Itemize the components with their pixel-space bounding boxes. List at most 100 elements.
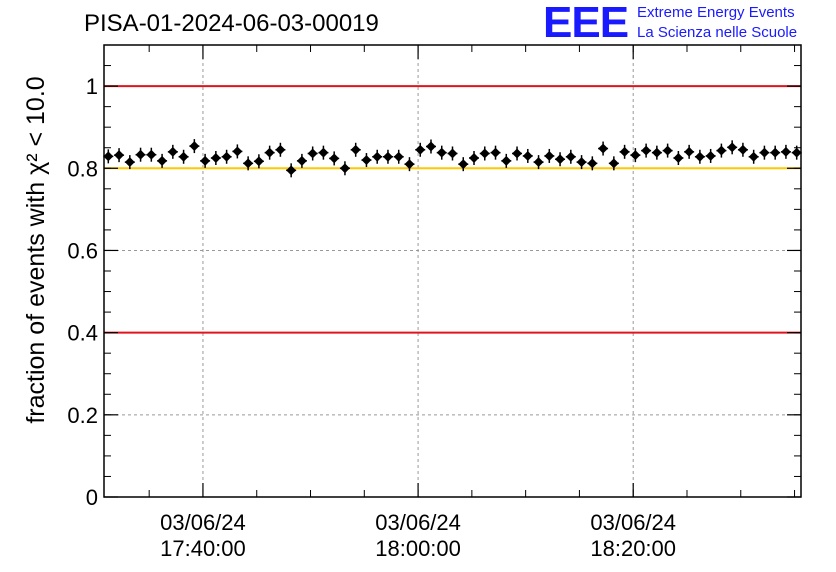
data-point <box>501 153 512 168</box>
point-marker <box>555 154 566 165</box>
point-marker <box>167 146 178 157</box>
point-marker <box>350 144 361 155</box>
point-marker <box>673 153 684 163</box>
data-point <box>350 142 361 157</box>
data-point <box>318 145 329 160</box>
data-point <box>598 141 609 156</box>
x-tick-time: 17:40:00 <box>160 536 246 561</box>
data-point <box>479 146 490 161</box>
point-marker <box>791 147 802 158</box>
point-marker <box>748 151 759 162</box>
x-tick-date: 03/06/24 <box>375 510 461 535</box>
data-point <box>748 149 759 164</box>
data-point <box>737 142 748 157</box>
data-point <box>264 145 275 160</box>
point-marker <box>727 142 738 153</box>
data-point <box>243 156 254 171</box>
point-marker <box>157 155 168 166</box>
data-point <box>512 146 523 161</box>
data-point <box>780 144 791 159</box>
data-point <box>329 151 340 166</box>
x-tick-time: 18:00:00 <box>375 536 461 561</box>
point-marker <box>232 146 243 157</box>
data-point <box>307 146 318 161</box>
data-point <box>565 149 576 164</box>
data-point <box>436 145 447 160</box>
data-point <box>200 153 211 168</box>
data-point <box>630 148 641 163</box>
point-marker <box>200 155 211 166</box>
point-marker <box>286 165 297 176</box>
x-tick-date: 03/06/24 <box>160 510 246 535</box>
point-marker <box>210 153 221 163</box>
y-tick-label: 0.8 <box>67 156 98 181</box>
data-point <box>382 149 393 164</box>
data-point <box>522 148 533 163</box>
point-marker <box>146 149 157 160</box>
data-point <box>393 149 404 164</box>
data-point <box>716 143 727 158</box>
data-point <box>114 148 125 163</box>
data-point <box>533 155 544 170</box>
data-point <box>361 153 372 168</box>
data-point <box>673 151 684 165</box>
point-marker <box>415 144 426 155</box>
point-marker <box>608 158 619 169</box>
data-point <box>469 151 480 165</box>
point-marker <box>178 151 189 162</box>
data-point <box>372 149 383 164</box>
point-marker <box>705 150 716 161</box>
y-tick-label: 0 <box>86 485 98 510</box>
data-point <box>576 155 587 170</box>
point-marker <box>662 145 673 156</box>
point-marker <box>275 144 286 155</box>
point-marker <box>426 141 436 152</box>
y-tick-label: 0.2 <box>67 403 98 428</box>
data-point <box>210 151 221 165</box>
y-tick-label: 0.4 <box>67 321 98 346</box>
point-marker <box>619 146 630 157</box>
y-axis-label: fraction of events with χ² < 10.0 <box>22 76 50 423</box>
logo-line-1: Extreme Energy Events <box>637 4 795 21</box>
point-marker <box>243 158 254 169</box>
data-point <box>587 156 598 171</box>
point-marker <box>296 155 307 166</box>
data-point <box>608 156 619 171</box>
data-point <box>555 152 566 167</box>
data-point <box>189 139 200 154</box>
tick-labels: 00.20.40.60.8103/06/2417:40:0003/06/2418… <box>67 74 676 561</box>
point-marker <box>469 153 479 163</box>
point-marker <box>361 155 372 166</box>
point-marker <box>447 148 458 159</box>
chart-title: PISA-01-2024-06-03-00019 <box>84 10 379 37</box>
point-marker <box>694 151 705 162</box>
point-marker <box>780 146 791 157</box>
data-point <box>103 149 114 164</box>
data-point <box>641 143 652 158</box>
y-tick-label: 1 <box>86 74 98 99</box>
data-points <box>103 139 802 178</box>
y-tick-label: 0.6 <box>67 238 98 263</box>
point-marker <box>522 150 533 161</box>
point-marker <box>135 149 146 160</box>
point-marker <box>544 150 555 161</box>
point-marker <box>372 151 383 162</box>
x-tick-date: 03/06/24 <box>590 510 676 535</box>
data-point <box>167 144 178 159</box>
data-point <box>157 153 168 168</box>
point-marker <box>264 147 275 158</box>
point-marker <box>329 153 340 164</box>
data-point <box>662 143 673 158</box>
point-marker <box>253 156 264 167</box>
data-point <box>253 154 264 169</box>
point-marker <box>533 157 544 168</box>
data-point <box>404 157 415 172</box>
point-marker <box>565 151 576 162</box>
data-point <box>770 145 781 160</box>
data-point <box>146 147 157 162</box>
data-point <box>544 148 555 163</box>
data-point <box>415 142 426 157</box>
data-point <box>135 147 146 162</box>
point-marker <box>576 157 587 168</box>
point-marker <box>716 145 727 156</box>
